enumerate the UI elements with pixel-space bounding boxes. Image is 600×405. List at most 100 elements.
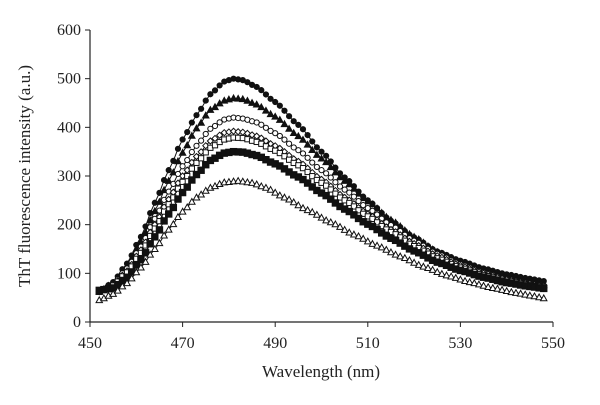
data-point	[373, 204, 382, 212]
data-point	[363, 237, 372, 245]
data-point	[285, 140, 293, 147]
data-point	[169, 219, 178, 228]
data-point	[382, 245, 391, 253]
data-point	[285, 195, 294, 203]
data-point	[299, 150, 307, 157]
data-point	[349, 230, 358, 238]
data-point	[211, 142, 219, 149]
data-point	[275, 115, 284, 123]
data-point	[359, 193, 368, 202]
data-point	[243, 177, 252, 186]
data-point	[137, 256, 145, 264]
data-point	[188, 165, 195, 172]
data-point	[318, 167, 325, 174]
data-point	[198, 155, 205, 162]
data-point	[460, 276, 470, 285]
data-point	[285, 156, 293, 163]
data-point	[345, 179, 354, 188]
data-point	[169, 203, 178, 212]
data-point	[298, 203, 308, 212]
x-tick-label: 490	[263, 335, 287, 352]
data-point	[317, 154, 326, 162]
data-point	[262, 91, 270, 98]
data-point	[141, 249, 150, 257]
y-tick-label: 0	[73, 314, 81, 331]
data-point	[335, 222, 345, 230]
data-point	[193, 142, 200, 149]
data-point	[216, 119, 223, 126]
data-point	[244, 79, 251, 86]
data-point	[127, 274, 136, 282]
data-point	[355, 207, 362, 214]
data-point	[323, 152, 330, 159]
data-point	[312, 150, 321, 158]
data-point	[447, 272, 456, 280]
data-point	[122, 278, 132, 287]
data-point	[285, 124, 294, 132]
data-point	[322, 157, 331, 166]
data-point	[433, 267, 442, 276]
data-point	[281, 153, 288, 160]
x-tick-label: 510	[356, 335, 380, 352]
data-point	[373, 219, 381, 226]
data-point	[252, 180, 261, 188]
data-point	[276, 149, 283, 157]
data-point	[488, 283, 497, 291]
data-point	[234, 94, 243, 102]
x-tick-label: 450	[78, 335, 102, 352]
data-point	[346, 189, 353, 196]
data-point	[136, 263, 145, 271]
data-point	[164, 225, 173, 233]
data-point	[354, 189, 363, 197]
series-open-triangle	[95, 176, 548, 304]
data-point	[174, 185, 182, 192]
data-point	[355, 197, 362, 205]
data-point	[202, 130, 209, 138]
data-point	[173, 156, 183, 165]
data-point	[295, 121, 302, 129]
data-point	[229, 127, 238, 135]
y-tick-label: 200	[57, 217, 81, 234]
data-point	[271, 112, 280, 120]
data-point	[350, 203, 358, 210]
data-point	[187, 197, 196, 205]
data-point	[197, 118, 206, 126]
data-point	[188, 119, 195, 126]
y-tick-label: 100	[57, 265, 81, 282]
data-point	[184, 129, 191, 136]
x-axis-ticks: 450 470 490 510 530 550	[78, 322, 565, 352]
data-point	[155, 226, 164, 234]
data-point	[377, 243, 386, 251]
data-point	[150, 244, 159, 253]
data-point	[202, 149, 209, 156]
data-point	[479, 281, 488, 289]
data-point	[336, 183, 344, 190]
data-point	[266, 185, 275, 193]
data-point	[179, 136, 186, 143]
data-point	[317, 213, 326, 221]
y-axis-ticks: 0 100 200 300 400 500 600	[57, 22, 90, 331]
data-point	[294, 131, 303, 140]
data-point	[313, 163, 320, 171]
data-point	[192, 170, 201, 179]
data-point	[303, 179, 312, 187]
x-tick-label: 550	[541, 335, 565, 352]
data-point	[341, 186, 348, 193]
data-point	[243, 96, 252, 104]
data-point	[298, 135, 308, 143]
data-point	[187, 131, 196, 139]
data-point	[183, 203, 192, 211]
data-point	[197, 166, 205, 174]
data-point	[331, 219, 340, 228]
data-point	[267, 95, 274, 102]
data-point	[309, 173, 316, 180]
data-point	[493, 284, 502, 292]
data-point	[456, 275, 465, 283]
x-tick-label: 530	[448, 335, 472, 352]
data-point	[465, 277, 474, 286]
data-point	[238, 177, 247, 185]
data-point	[323, 182, 330, 189]
data-point	[377, 208, 386, 216]
data-point	[178, 148, 187, 156]
data-point	[290, 144, 297, 151]
